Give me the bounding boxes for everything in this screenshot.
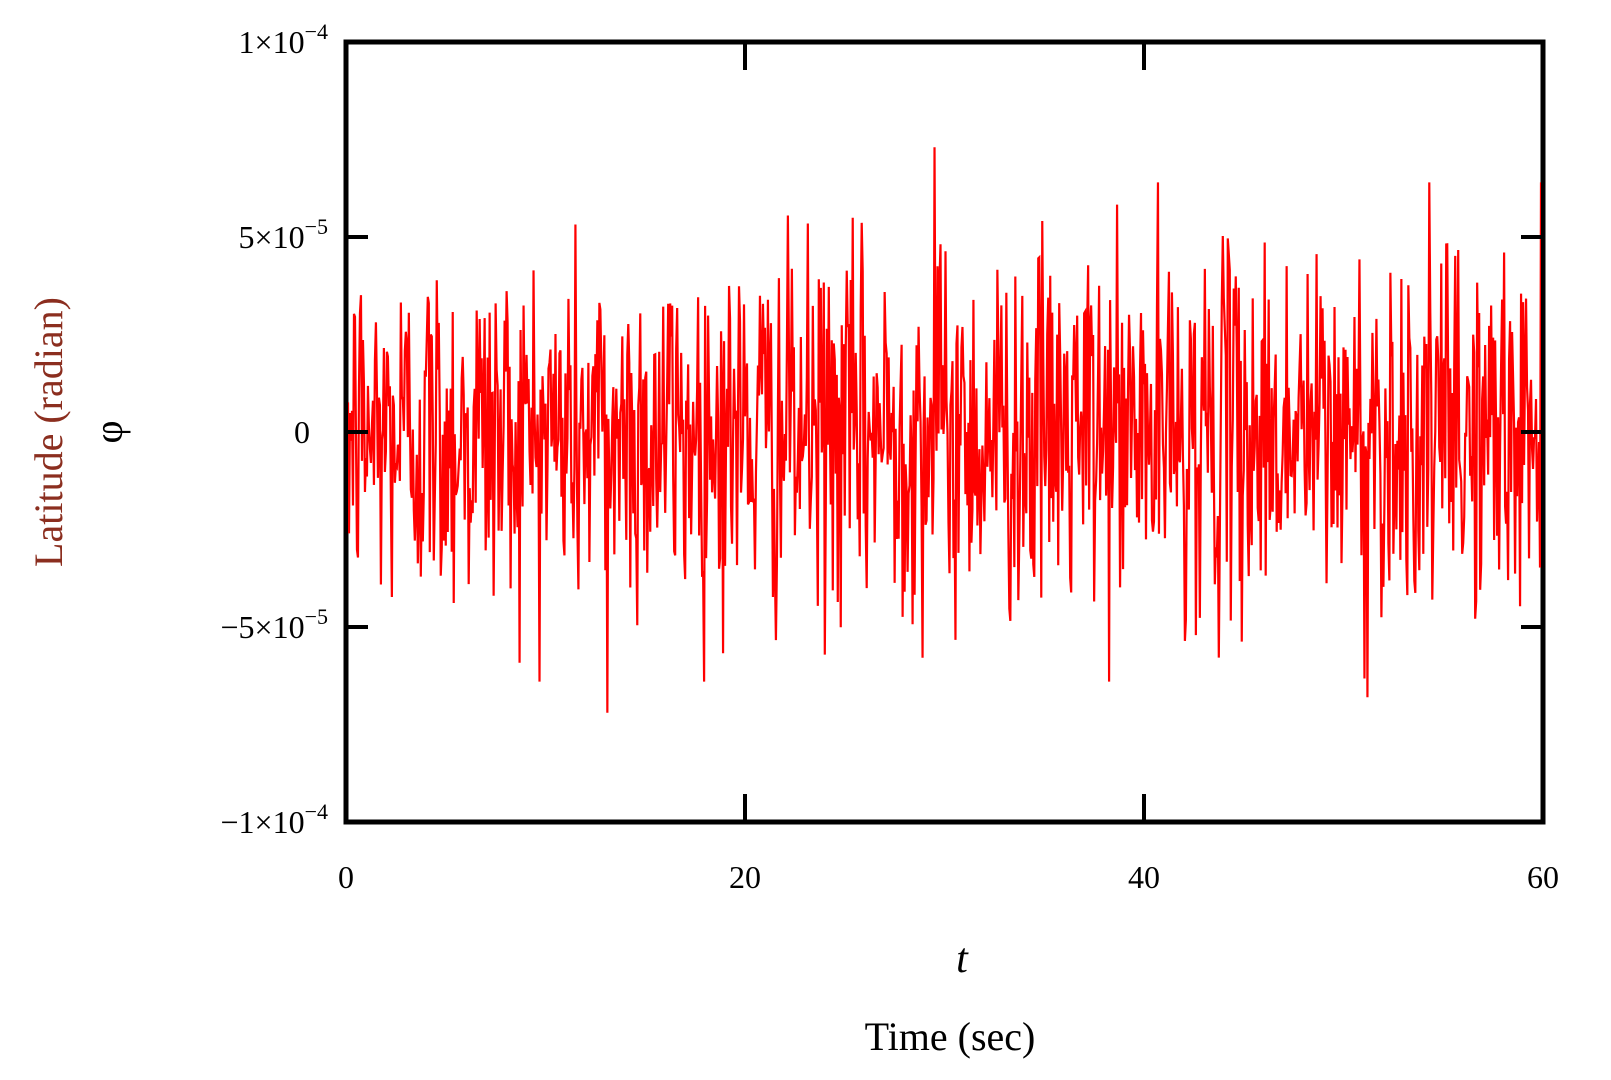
y-tick-label-1: 5×10−5	[239, 214, 328, 255]
x-tick-label-0: 0	[338, 859, 354, 895]
plot-area	[343, 39, 1546, 825]
x-axis-title: Time (sec)	[865, 1014, 1036, 1059]
y-tick-labels: 1×10−4 5×10−5 0 −5×10−5 −1×10−4	[220, 19, 328, 840]
y-axis-label: Latitude (radian)	[26, 297, 71, 567]
y-axis-title: Latitude (radian)	[26, 297, 71, 567]
x-tick-label-60: 60	[1527, 859, 1559, 895]
series-layer	[348, 147, 1541, 713]
y-tick-label-0: 1×10−4	[239, 19, 328, 60]
y-tick-label-4: −1×10−4	[220, 799, 328, 840]
tick-marks	[346, 42, 1543, 822]
x-tick-label-40: 40	[1128, 859, 1160, 895]
x-axis-variable: t	[956, 936, 969, 982]
x-tick-label-20: 20	[729, 859, 761, 895]
y-tick-label-3: −5×10−5	[220, 604, 328, 645]
series-line	[348, 147, 1541, 713]
y-tick-label-2: 0	[294, 414, 310, 450]
y-axis-variable: φ	[86, 420, 131, 443]
x-tick-labels: 0 20 40 60	[338, 859, 1559, 895]
y-axis-symbol: φ	[86, 420, 131, 443]
